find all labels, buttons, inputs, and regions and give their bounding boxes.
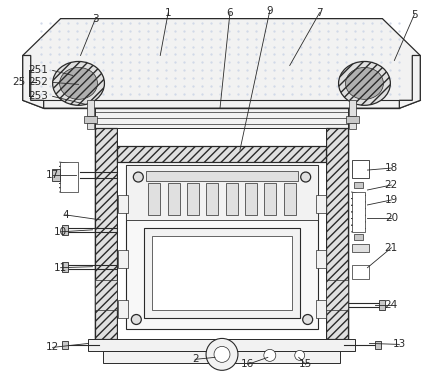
Bar [284,183,296,215]
Bar [96,280,117,310]
Bar [62,262,68,272]
Ellipse shape [338,62,390,105]
Bar [351,244,369,252]
Bar [126,165,318,329]
Text: 9: 9 [267,6,273,16]
Bar [84,116,97,123]
Text: 12: 12 [46,342,59,352]
Polygon shape [23,56,44,108]
Polygon shape [23,19,420,108]
Circle shape [133,172,143,182]
Circle shape [206,338,238,370]
Ellipse shape [60,68,97,99]
Bar [144,228,300,317]
Bar [326,128,347,339]
Circle shape [303,314,313,325]
Text: 21: 21 [385,243,398,253]
Bar [354,234,363,240]
Text: 13: 13 [392,339,406,350]
Text: 24: 24 [385,300,398,310]
Text: 3: 3 [92,14,99,23]
Bar [118,250,128,268]
Bar [375,341,381,350]
Text: 16: 16 [241,359,255,369]
Bar [96,108,347,128]
Text: 10: 10 [54,227,67,237]
Bar [316,250,326,268]
Bar [379,300,385,310]
Bar [206,183,218,215]
Bar [86,100,94,116]
Circle shape [214,347,230,362]
Polygon shape [399,56,420,108]
Text: 22: 22 [385,180,398,190]
Bar [225,183,237,215]
Bar [245,183,257,215]
Text: 25: 25 [12,77,25,87]
Text: 6: 6 [227,8,233,18]
Bar [86,123,94,129]
Bar [52,169,60,181]
Circle shape [131,314,141,325]
Text: 251: 251 [29,65,49,75]
Bar [62,225,68,235]
Bar [349,123,357,129]
Bar [60,162,78,192]
Bar [264,183,276,215]
Text: 5: 5 [411,10,418,20]
Bar [148,183,160,215]
Bar [316,195,326,213]
Bar [316,300,326,317]
Text: 7: 7 [316,8,323,18]
Bar [346,116,359,123]
Bar [118,300,128,317]
Text: 253: 253 [29,91,49,101]
Circle shape [301,172,311,182]
Bar [146,171,298,181]
Bar [351,192,365,232]
Circle shape [295,350,305,360]
Bar [117,146,326,162]
Bar [126,165,318,220]
Circle shape [264,350,276,361]
Bar [354,182,363,188]
Bar [167,183,179,215]
Bar [96,128,117,339]
Bar [187,183,199,215]
Text: 20: 20 [385,213,398,223]
Text: 15: 15 [299,359,312,369]
Text: 252: 252 [29,77,49,87]
Text: 4: 4 [62,210,69,220]
Ellipse shape [346,68,383,99]
Bar [117,128,326,339]
Bar [96,128,347,339]
Bar [351,265,369,279]
Text: 2: 2 [192,354,198,364]
Ellipse shape [53,62,105,105]
Bar [349,100,357,116]
Bar [88,339,355,351]
Text: 18: 18 [385,163,398,173]
Bar [118,195,128,213]
Bar [152,236,292,310]
Text: 19: 19 [385,195,398,205]
Bar [62,341,68,350]
Text: 17: 17 [46,170,59,180]
Text: 11: 11 [54,263,67,273]
Bar [104,351,339,363]
Text: 1: 1 [165,8,171,18]
Bar [351,160,369,178]
Bar [326,280,347,310]
